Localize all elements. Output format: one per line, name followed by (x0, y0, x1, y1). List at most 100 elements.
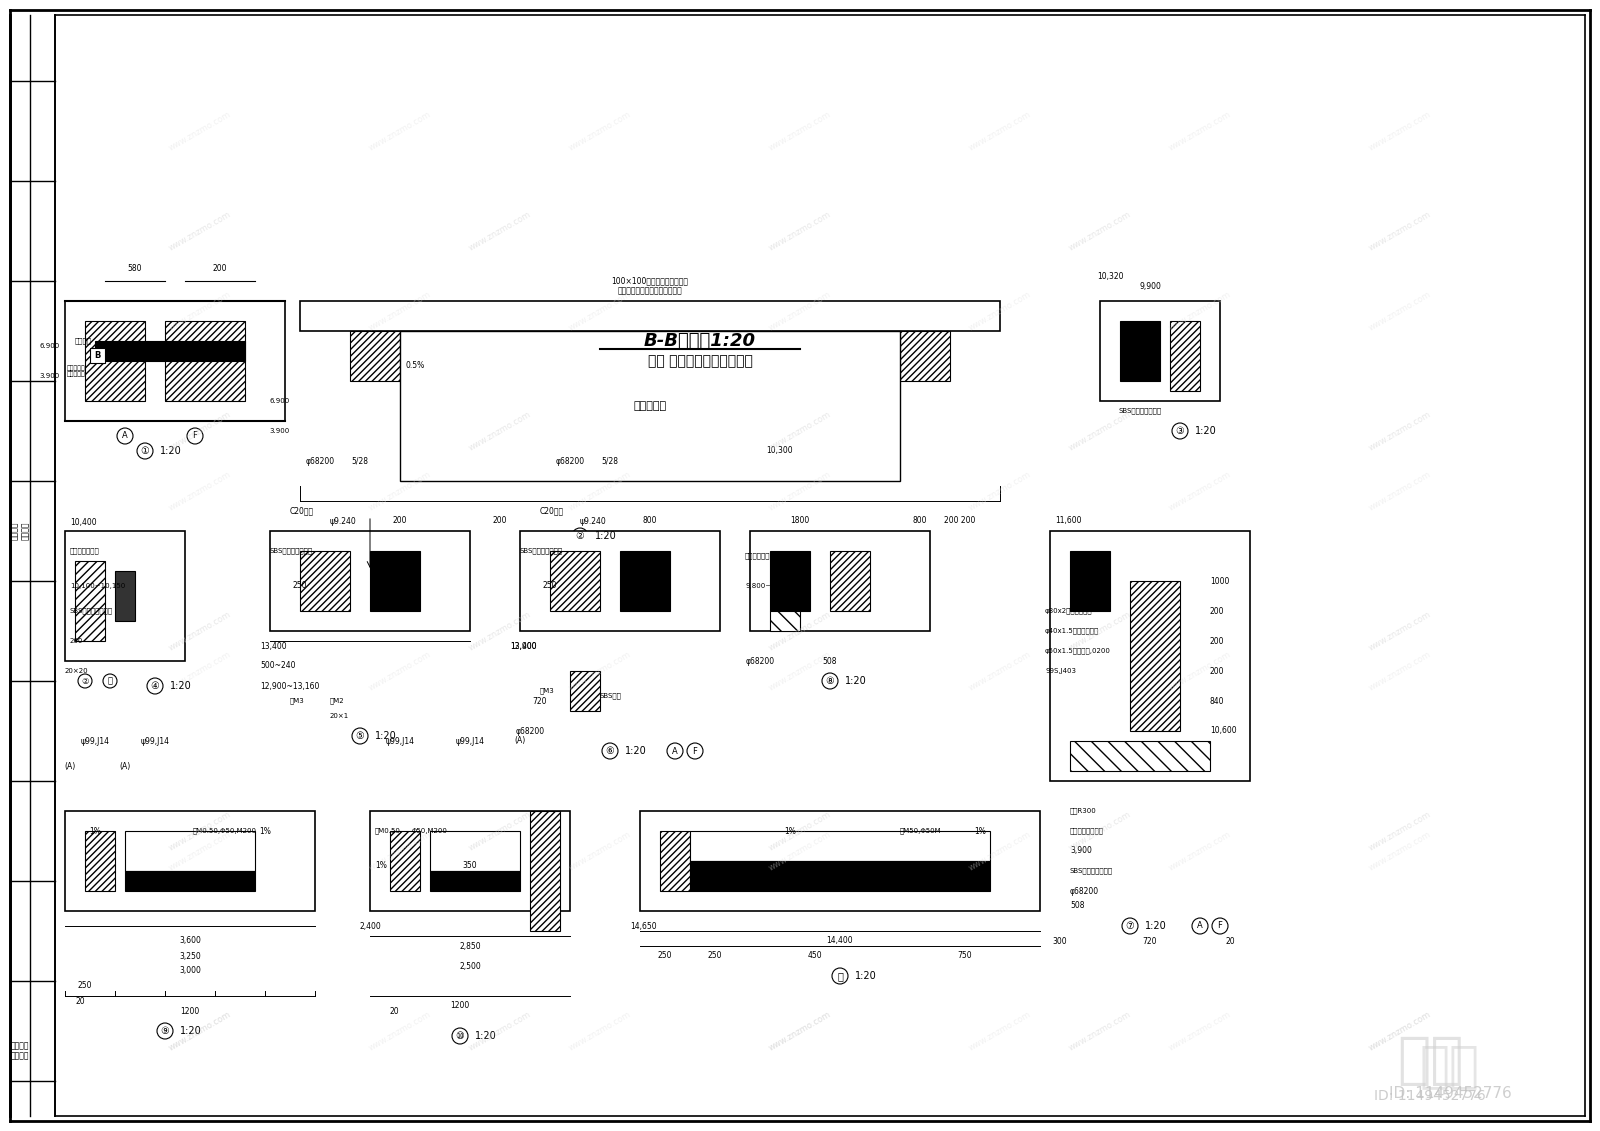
Bar (1101, 301, 1221, 402)
Text: 200: 200 (1210, 606, 1224, 615)
Text: 木窗帘丁: 木窗帘丁 (75, 338, 93, 344)
Text: www.znzmo.com: www.znzmo.com (1368, 610, 1432, 653)
Text: 3,600: 3,600 (179, 936, 202, 946)
Text: 1:20: 1:20 (179, 1026, 202, 1036)
Text: 8: 8 (798, 553, 802, 559)
Text: www.znzmo.com: www.znzmo.com (1368, 469, 1432, 512)
Text: 3,000: 3,000 (179, 967, 202, 976)
Bar (115, 571, 134, 621)
Text: 9,900: 9,900 (1139, 282, 1162, 291)
Text: www.znzmo.com: www.znzmo.com (368, 290, 432, 333)
Text: www.znzmo.com: www.znzmo.com (768, 610, 832, 653)
Text: www.znzmo.com: www.znzmo.com (1067, 209, 1133, 252)
Text: www.znzmo.com: www.znzmo.com (1168, 290, 1232, 333)
Text: www.znzmo.com: www.znzmo.com (768, 649, 832, 692)
Bar (1170, 321, 1200, 391)
Text: 1%: 1% (259, 827, 270, 836)
Text: 1:20: 1:20 (845, 676, 867, 687)
Text: 1000: 1000 (1210, 577, 1229, 586)
Text: 200: 200 (392, 516, 408, 525)
Text: 图M50,Φ50M: 图M50,Φ50M (899, 828, 941, 835)
Text: 14,400: 14,400 (827, 936, 853, 946)
Text: ⑤: ⑤ (355, 731, 365, 741)
Text: 6.900: 6.900 (40, 343, 61, 349)
Text: 350: 350 (462, 862, 477, 871)
Text: 6.900: 6.900 (270, 398, 290, 404)
Bar (1050, 530, 1250, 782)
Text: 高弹子音柔材料门: 高弹子音柔材料门 (1070, 828, 1104, 835)
Bar (165, 321, 245, 402)
Text: ②: ② (576, 530, 584, 541)
Bar (1070, 741, 1210, 771)
Text: 高弹子音柔材料: 高弹子音柔材料 (70, 547, 99, 554)
Text: 840: 840 (1210, 697, 1224, 706)
Bar (550, 551, 600, 611)
Text: www.znzmo.com: www.znzmo.com (168, 1010, 232, 1053)
Bar (301, 301, 1000, 331)
Text: A: A (122, 432, 128, 440)
Text: φ68200: φ68200 (306, 457, 334, 466)
Text: ③: ③ (1176, 426, 1184, 435)
Text: www.znzmo.com: www.znzmo.com (768, 1010, 832, 1053)
Text: www.znzmo.com: www.znzmo.com (1168, 829, 1232, 872)
Text: 2,850: 2,850 (459, 941, 482, 950)
Bar (66, 530, 186, 661)
Text: 10,100~10,150: 10,100~10,150 (70, 582, 125, 589)
Text: 11,600: 11,600 (1054, 517, 1082, 526)
Text: www.znzmo.com: www.znzmo.com (568, 1010, 632, 1053)
Text: 1200: 1200 (450, 1001, 470, 1010)
Text: A: A (672, 746, 678, 756)
Text: 200: 200 (493, 516, 507, 525)
Text: 二层 三层空调室外机位详图: 二层 三层空调室外机位详图 (648, 354, 752, 368)
Text: F: F (693, 746, 698, 756)
Bar (830, 551, 870, 611)
Text: 12,900~13,160: 12,900~13,160 (259, 682, 320, 691)
Bar (430, 831, 520, 871)
Text: 10,320: 10,320 (1096, 271, 1123, 280)
Text: 1:20: 1:20 (854, 972, 877, 981)
Bar (301, 551, 350, 611)
Text: ④: ④ (150, 681, 160, 691)
Text: 1%: 1% (90, 827, 101, 836)
Text: www.znzmo.com: www.znzmo.com (1368, 649, 1432, 692)
Text: 450: 450 (808, 951, 822, 960)
Text: www.znzmo.com: www.znzmo.com (168, 110, 232, 153)
Text: ψ9.240: ψ9.240 (579, 517, 606, 526)
Text: 20: 20 (1226, 936, 1235, 946)
Text: 13,400: 13,400 (510, 641, 536, 650)
Text: 580: 580 (128, 264, 142, 273)
Text: ID: 1149452776: ID: 1149452776 (1374, 1089, 1486, 1103)
Text: 1%: 1% (784, 827, 795, 836)
Text: 5/28: 5/28 (602, 457, 619, 466)
Text: 260: 260 (70, 638, 83, 644)
Text: 20×20: 20×20 (66, 668, 88, 674)
Text: www.znzmo.com: www.znzmo.com (368, 110, 432, 153)
Text: 20×1: 20×1 (330, 713, 349, 719)
Bar (530, 811, 560, 931)
Text: ⑩: ⑩ (456, 1031, 464, 1041)
Bar (85, 831, 115, 891)
Text: 图M2: 图M2 (330, 698, 344, 705)
Text: 20: 20 (390, 1007, 400, 1016)
Bar (520, 530, 720, 631)
Text: 1200: 1200 (181, 1007, 200, 1016)
Text: ⑪: ⑪ (837, 972, 843, 981)
Bar (66, 811, 315, 910)
Text: 2,400: 2,400 (360, 922, 382, 931)
Text: 1:20: 1:20 (1146, 921, 1166, 931)
Text: www.znzmo.com: www.znzmo.com (968, 829, 1032, 872)
Text: www.znzmo.com: www.znzmo.com (968, 110, 1032, 153)
Text: 本范围喜
图纸无效: 本范围喜 图纸无效 (10, 521, 30, 541)
Bar (690, 831, 990, 861)
Text: 知末: 知末 (1421, 1042, 1480, 1090)
Text: 720: 720 (1142, 936, 1157, 946)
Text: 本范围喜
图纸无效: 本范围喜 图纸无效 (11, 1042, 29, 1061)
Text: 500~240: 500~240 (259, 662, 296, 671)
Text: 508: 508 (822, 656, 837, 665)
Text: www.znzmo.com: www.znzmo.com (168, 610, 232, 653)
Text: www.znzmo.com: www.znzmo.com (1368, 1010, 1432, 1053)
Text: ⑥: ⑥ (606, 746, 614, 756)
Text: φ50x1.5木制钢管,0200: φ50x1.5木制钢管,0200 (1045, 648, 1110, 655)
Text: 1:20: 1:20 (160, 446, 182, 456)
Text: www.znzmo.com: www.znzmo.com (168, 209, 232, 252)
